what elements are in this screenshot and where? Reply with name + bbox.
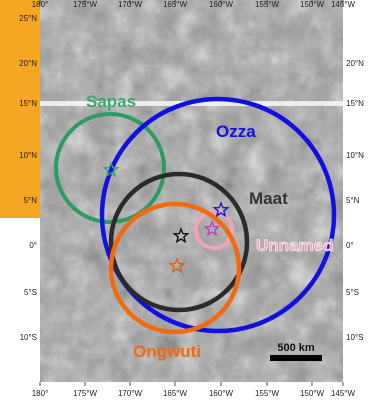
x-tick-label-bottom: 145°W: [331, 389, 356, 398]
y-tick-label-left: 15°N: [19, 99, 37, 108]
y-tick-label-left: 0°: [29, 241, 37, 250]
y-tick-label-left: 5°S: [24, 288, 37, 297]
x-tick-label-top: 150°W: [300, 0, 325, 9]
circle-ozza: [99, 96, 337, 334]
x-tick-label-bottom: 160°W: [209, 389, 234, 398]
center-star-ongwuti: [168, 257, 186, 274]
scale-bar: [270, 355, 322, 361]
terrain-texture: [40, 0, 343, 382]
map-area: [40, 0, 343, 382]
y-tick-label-right: 10°N: [346, 151, 364, 160]
y-tick-label-left: 20°N: [19, 59, 37, 68]
x-tick-label-bottom: 155°W: [255, 389, 280, 398]
y-tick-label-left: 10°S: [20, 333, 37, 342]
x-tick-label-bottom: 170°W: [118, 389, 143, 398]
x-tick-label-top: 180°: [32, 0, 49, 9]
x-tick-label-bottom: 175°W: [73, 389, 98, 398]
y-tick-label-left: 5°N: [24, 196, 38, 205]
y-tick-label-right: 15°N: [346, 99, 364, 108]
scale-bar-label: 500 km: [277, 342, 315, 354]
center-star-ozza: [212, 201, 230, 218]
x-tick-label-top: 175°W: [73, 0, 98, 9]
center-star-unnamed: [203, 220, 221, 237]
y-tick-label-right: 5°N: [346, 196, 360, 205]
x-tick-label-top: 170°W: [118, 0, 143, 9]
circle-maat: [108, 171, 250, 313]
y-tick-label-right: 5°S: [346, 288, 359, 297]
label-ongwuti: Ongwuti: [133, 342, 201, 361]
x-tick-label-top: 160°W: [209, 0, 234, 9]
y-tick-label-right: 10°S: [346, 333, 363, 342]
x-tick-label-bottom: 150°W: [300, 389, 325, 398]
circle-unnamed: [194, 210, 234, 250]
y-tick-label-left: 25°N: [19, 14, 37, 23]
label-ozza: Ozza: [216, 122, 256, 141]
circle-ongwuti: [108, 201, 242, 335]
x-tick-label-bottom: 180°: [32, 389, 49, 398]
frame-accent: [0, 0, 40, 218]
x-tick-label-top: 155°W: [255, 0, 280, 9]
circle-sapas: [54, 112, 166, 224]
x-tick-label-top: 165°W: [163, 0, 188, 9]
y-tick-label-left: 10°N: [19, 151, 37, 160]
label-sapas: Sapas: [86, 92, 136, 111]
y-tick-label-right: 20°N: [346, 59, 364, 68]
x-tick-label-top: 145°W: [331, 0, 356, 9]
label-maat: Maat: [249, 189, 288, 208]
center-star-sapas: [102, 161, 120, 178]
y-tick-label-right: 0°: [346, 241, 354, 250]
label-unnamed: Unnamed: [256, 236, 333, 255]
x-tick-label-bottom: 165°W: [163, 389, 188, 398]
center-star-maat: [172, 227, 190, 244]
